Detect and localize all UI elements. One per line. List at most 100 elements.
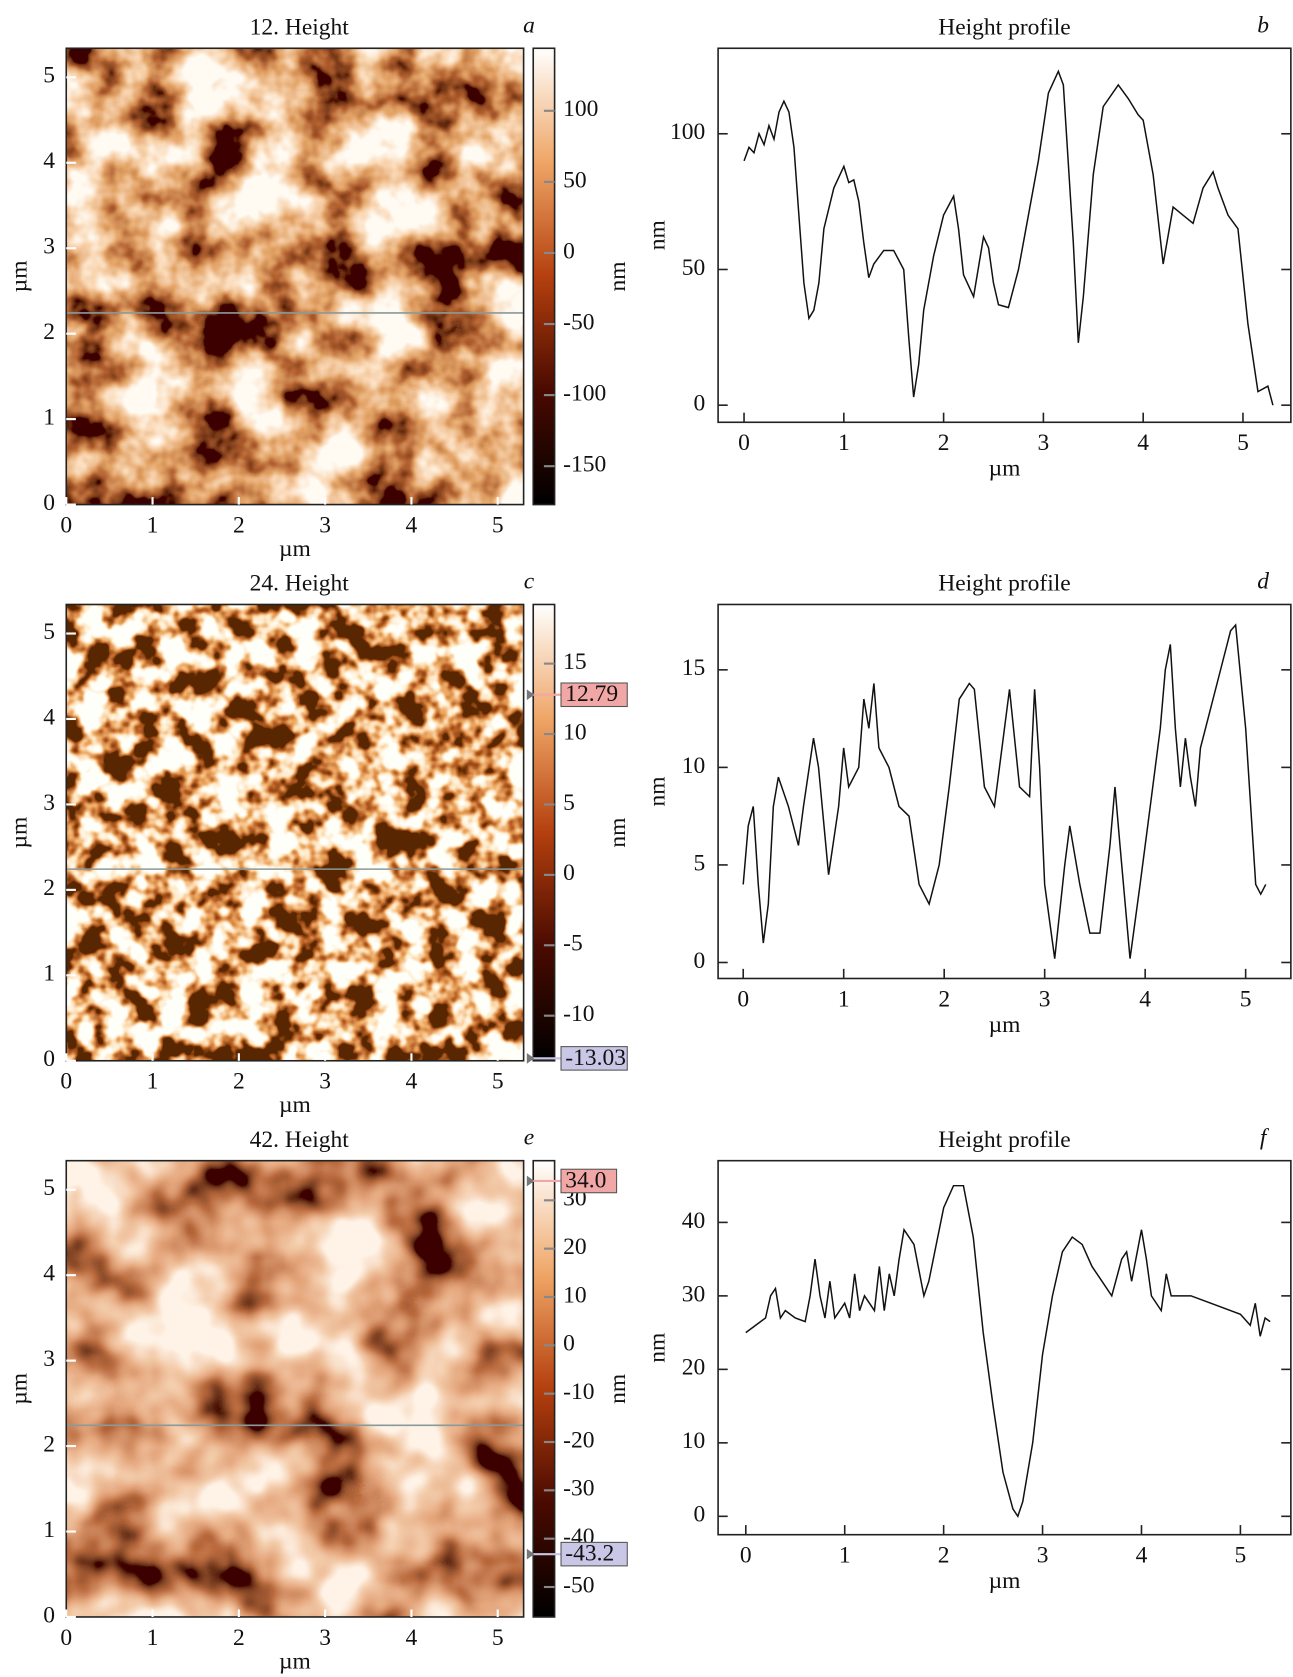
x-tick-label: 1 xyxy=(147,1625,159,1651)
panel-label: b xyxy=(1257,12,1269,38)
colorbar-tick-label: 100 xyxy=(563,96,598,122)
panel-label: c xyxy=(524,568,535,594)
y-tick-label: 3 xyxy=(43,790,55,816)
x-tick-label: 4 xyxy=(1139,986,1151,1012)
marker-label: -43.2 xyxy=(565,1541,614,1567)
y-tick-label: 10 xyxy=(682,1428,706,1454)
y-axis-label: µm xyxy=(7,261,33,293)
colorbar-tick-label: -20 xyxy=(563,1427,594,1453)
y-axis-label: nm xyxy=(645,1333,671,1363)
plot-frame xyxy=(717,1159,1292,1536)
colorbar-tick-label: 0 xyxy=(563,238,575,264)
colorbar-tick-label: -50 xyxy=(563,309,594,335)
x-tick-label: 5 xyxy=(492,1069,504,1095)
x-tick-label: 4 xyxy=(1137,430,1149,456)
y-tick-label: 40 xyxy=(682,1208,706,1234)
y-tick-label: 1 xyxy=(43,405,55,431)
y-tick-label: 3 xyxy=(43,234,55,260)
x-tick-label: 5 xyxy=(492,512,504,538)
y-tick-label: 4 xyxy=(43,1261,55,1287)
colorbar-tick-label: 10 xyxy=(563,1282,587,1308)
x-tick-label: 1 xyxy=(147,1069,159,1095)
colorbar-tick-label: -10 xyxy=(563,1379,594,1405)
panel-title: 12. Height xyxy=(250,14,350,40)
marker-box xyxy=(560,682,628,708)
afm-image xyxy=(66,48,524,505)
colorbar-tick-label: 5 xyxy=(563,790,575,816)
x-axis-label: µm xyxy=(989,1568,1021,1594)
colorbar-tick-label: -10 xyxy=(563,1001,594,1027)
y-tick-label: 2 xyxy=(43,319,55,345)
panel-title: Height profile xyxy=(938,571,1070,597)
y-tick-label: 5 xyxy=(43,63,55,89)
afm-image xyxy=(66,604,524,1061)
x-tick-label: 2 xyxy=(233,1625,245,1651)
afm-image xyxy=(66,1160,524,1617)
colorbar xyxy=(532,603,556,1062)
x-tick-label: 2 xyxy=(938,1543,950,1569)
x-axis-label: µm xyxy=(279,1092,311,1118)
y-tick-label: 30 xyxy=(682,1281,706,1307)
colorbar-tick-label: 50 xyxy=(563,167,587,193)
y-tick-label: 4 xyxy=(43,704,55,730)
x-tick-label: 5 xyxy=(1235,1543,1247,1569)
x-tick-label: 3 xyxy=(319,512,331,538)
marker-box xyxy=(560,1168,618,1194)
marker-label: -13.03 xyxy=(565,1045,626,1071)
x-tick-label: 3 xyxy=(319,1625,331,1651)
marker-arrow xyxy=(526,689,535,701)
x-tick-label: 1 xyxy=(839,1543,851,1569)
profile-line xyxy=(742,623,1267,959)
y-tick-label: 4 xyxy=(43,148,55,174)
y-tick-label: 5 xyxy=(694,850,706,876)
x-tick-label: 0 xyxy=(60,1625,72,1651)
colorbar-tick-label: 20 xyxy=(563,1234,587,1260)
y-tick-label: 50 xyxy=(682,255,706,281)
plot-frame xyxy=(717,47,1292,424)
y-tick-label: 0 xyxy=(694,391,706,417)
y-axis-label: nm xyxy=(645,776,671,806)
x-tick-label: 2 xyxy=(938,986,950,1012)
colorbar-tick-label: 15 xyxy=(563,649,587,675)
panel-title: 24. Height xyxy=(250,571,350,597)
colorbar-label: nm xyxy=(605,818,631,848)
x-tick-label: 3 xyxy=(1037,1543,1049,1569)
y-tick-label: 0 xyxy=(694,1502,706,1528)
x-tick-label: 4 xyxy=(1136,1543,1148,1569)
colorbar-label: nm xyxy=(605,1374,631,1404)
y-tick-label: 0 xyxy=(694,948,706,974)
y-tick-label: 10 xyxy=(682,753,706,779)
x-tick-label: 0 xyxy=(740,1543,752,1569)
y-tick-label: 5 xyxy=(43,1175,55,1201)
x-tick-label: 3 xyxy=(1039,986,1051,1012)
marker-arrow xyxy=(526,1548,535,1560)
colorbar-tick-label: -100 xyxy=(563,381,606,407)
marker-box xyxy=(560,1541,628,1567)
panel-title: Height profile xyxy=(938,1127,1070,1153)
y-axis-label: µm xyxy=(7,1373,33,1405)
colorbar xyxy=(532,1159,556,1618)
colorbar-label: nm xyxy=(605,261,631,291)
x-tick-label: 1 xyxy=(838,430,850,456)
x-tick-label: 5 xyxy=(492,1625,504,1651)
x-tick-label: 1 xyxy=(838,986,850,1012)
image-frame xyxy=(65,603,525,1062)
colorbar xyxy=(532,47,556,506)
x-tick-label: 5 xyxy=(1240,986,1252,1012)
marker-arrow xyxy=(526,1053,535,1064)
x-axis-label: µm xyxy=(279,536,311,562)
y-tick-label: 1 xyxy=(43,1517,55,1543)
colorbar-tick-label: 0 xyxy=(563,860,575,886)
marker-label: 34.0 xyxy=(565,1167,606,1193)
colorbar-tick-label: 10 xyxy=(563,719,587,745)
y-tick-label: 0 xyxy=(43,490,55,516)
panel-label: e xyxy=(524,1125,534,1151)
y-tick-label: 0 xyxy=(43,1602,55,1628)
x-tick-label: 4 xyxy=(406,1625,418,1651)
x-tick-label: 0 xyxy=(60,1069,72,1095)
x-tick-label: 0 xyxy=(60,512,72,538)
image-frame xyxy=(65,47,525,506)
y-tick-label: 15 xyxy=(682,655,706,681)
y-tick-label: 2 xyxy=(43,875,55,901)
